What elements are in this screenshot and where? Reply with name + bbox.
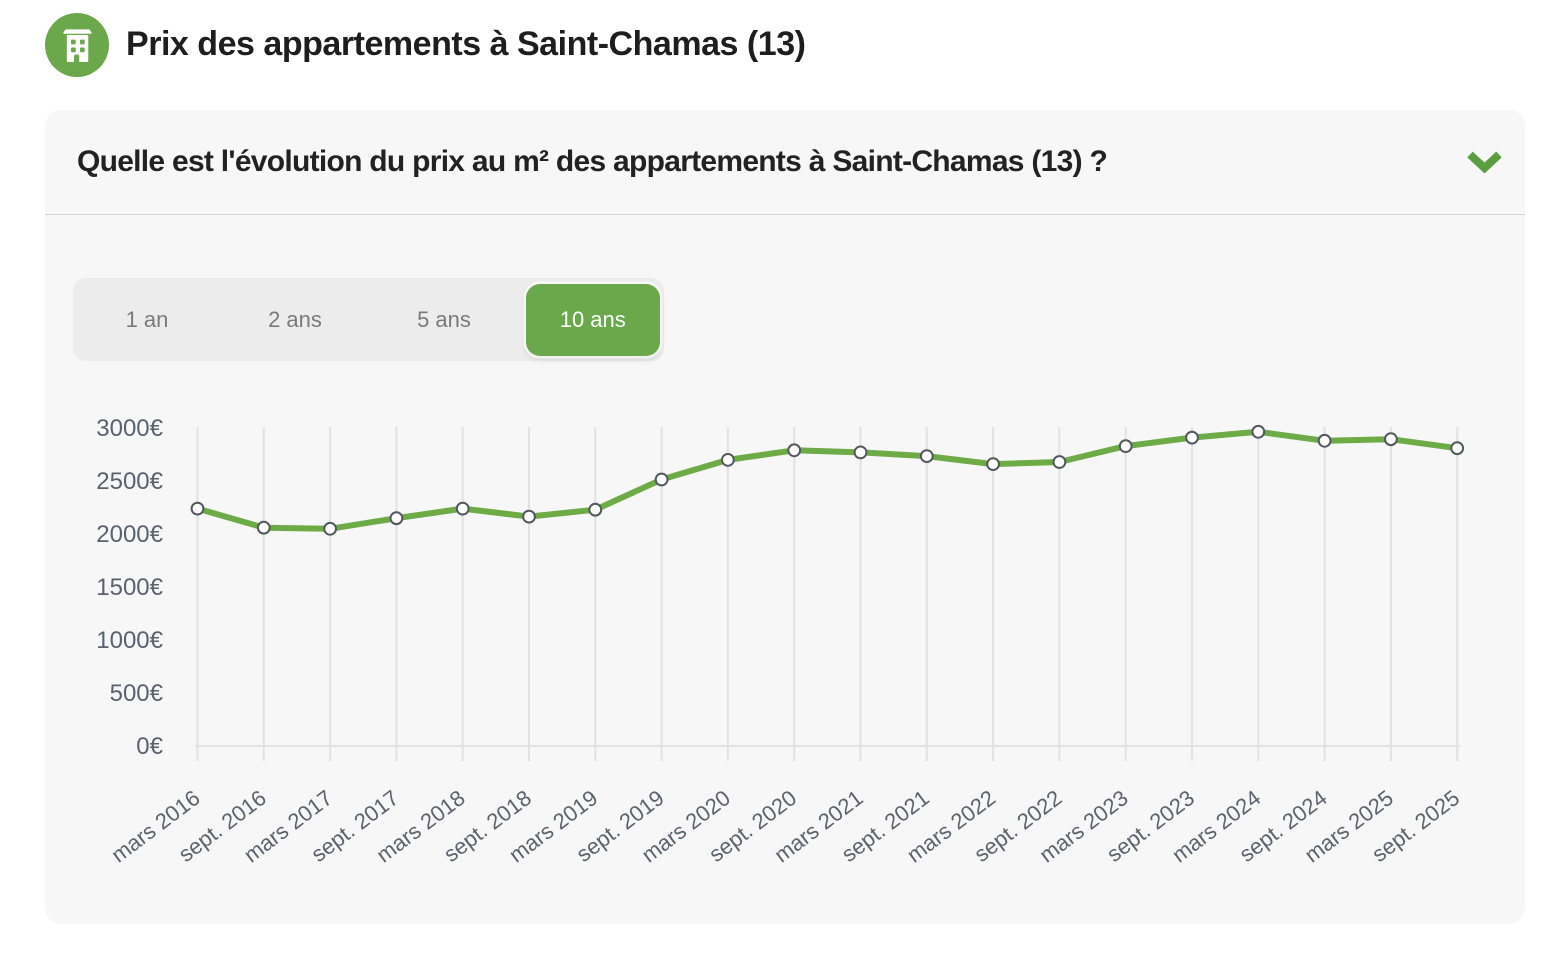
svg-text:1500€: 1500€ (96, 574, 163, 601)
svg-text:3000€: 3000€ (96, 415, 163, 442)
svg-text:0€: 0€ (136, 733, 163, 760)
svg-text:1000€: 1000€ (96, 627, 163, 654)
svg-text:500€: 500€ (110, 680, 164, 707)
svg-text:2500€: 2500€ (96, 468, 163, 495)
svg-text:2000€: 2000€ (96, 521, 163, 548)
